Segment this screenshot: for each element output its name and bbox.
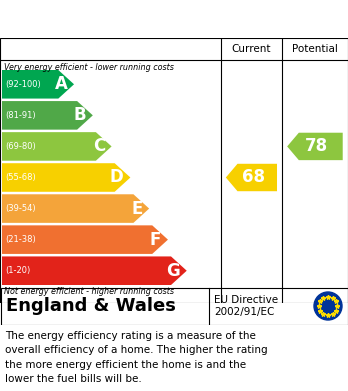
Text: (55-68): (55-68)	[5, 173, 36, 182]
Text: F: F	[150, 231, 161, 249]
Text: (39-54): (39-54)	[5, 204, 35, 213]
Text: E: E	[131, 199, 142, 217]
Text: Current: Current	[232, 44, 271, 54]
Polygon shape	[2, 194, 149, 223]
Text: (81-91): (81-91)	[5, 111, 35, 120]
Text: A: A	[54, 75, 67, 93]
Text: C: C	[93, 137, 105, 156]
Text: EU Directive
2002/91/EC: EU Directive 2002/91/EC	[214, 294, 278, 317]
Text: England & Wales: England & Wales	[6, 297, 176, 315]
Polygon shape	[2, 70, 74, 99]
Text: Potential: Potential	[292, 44, 338, 54]
Text: (92-100): (92-100)	[5, 80, 41, 89]
Text: 68: 68	[242, 169, 265, 187]
Text: B: B	[73, 106, 86, 124]
Polygon shape	[2, 256, 187, 285]
Circle shape	[314, 292, 342, 320]
Text: Energy Efficiency Rating: Energy Efficiency Rating	[9, 12, 219, 27]
Text: (69-80): (69-80)	[5, 142, 36, 151]
Polygon shape	[2, 225, 168, 254]
Text: The energy efficiency rating is a measure of the
overall efficiency of a home. T: The energy efficiency rating is a measur…	[5, 331, 268, 384]
Polygon shape	[2, 132, 112, 161]
Text: (21-38): (21-38)	[5, 235, 36, 244]
Text: 78: 78	[305, 137, 328, 156]
Text: G: G	[166, 262, 180, 280]
Polygon shape	[2, 101, 93, 130]
Polygon shape	[226, 164, 277, 191]
Text: (1-20): (1-20)	[5, 266, 30, 275]
Text: Not energy efficient - higher running costs: Not energy efficient - higher running co…	[4, 287, 174, 296]
Text: D: D	[110, 169, 124, 187]
Text: Very energy efficient - lower running costs: Very energy efficient - lower running co…	[4, 63, 174, 72]
Polygon shape	[2, 163, 130, 192]
Polygon shape	[287, 133, 343, 160]
